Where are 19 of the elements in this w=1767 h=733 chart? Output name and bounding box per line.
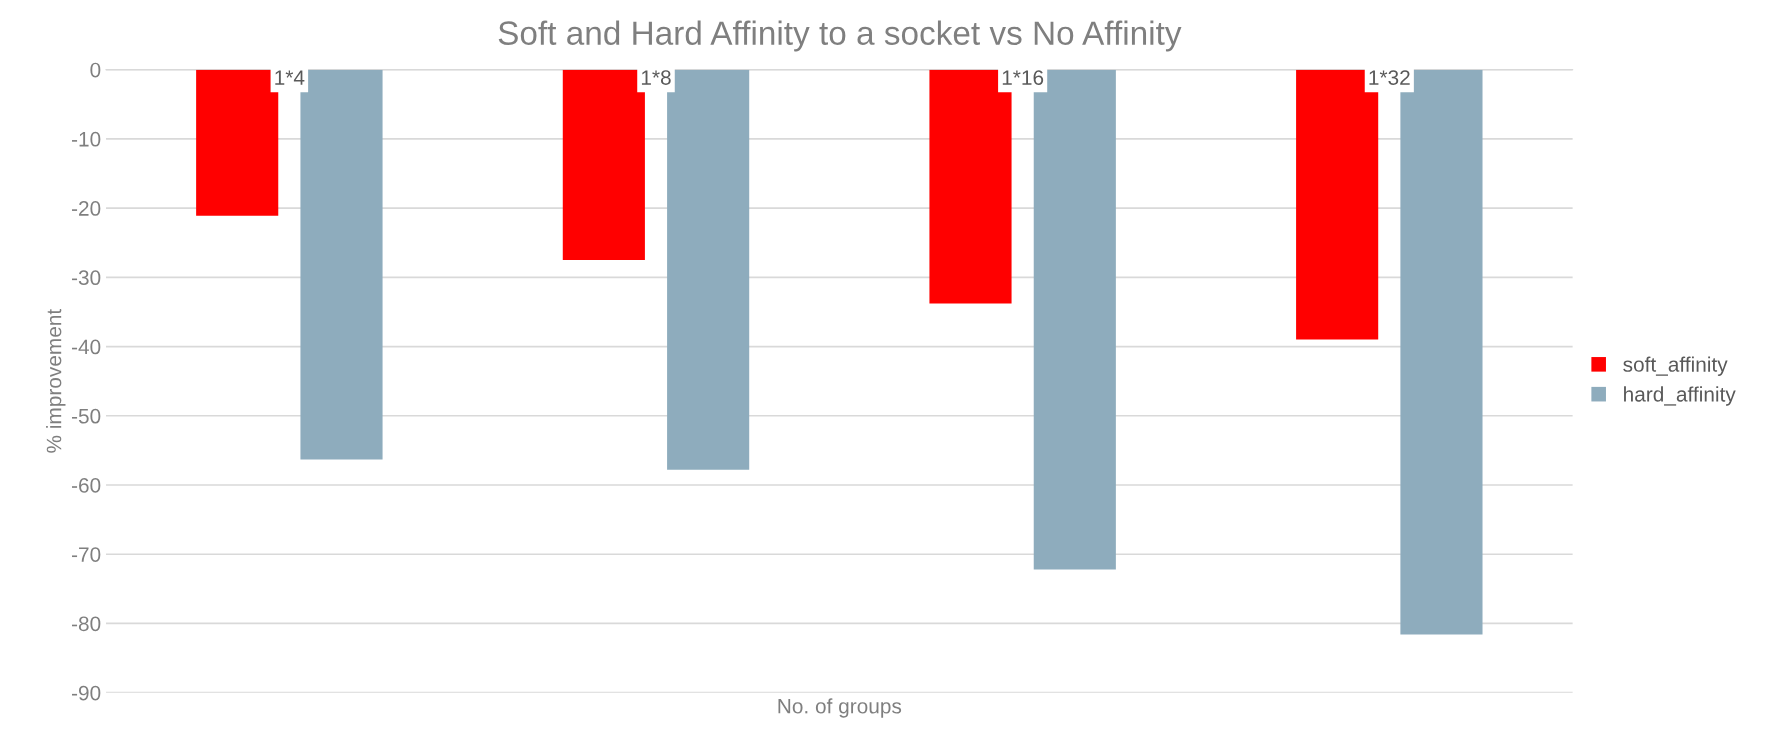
y-tick-label: -30 — [71, 270, 101, 286]
x-tick-label: 1*16 — [1002, 70, 1044, 85]
legend-label: soft_affinity — [1623, 356, 1728, 376]
x-tick-label: 1*32 — [1369, 70, 1410, 85]
y-tick-label: -70 — [71, 547, 101, 562]
chart-title: Soft and Hard Affinity to a socket vs No Affinity — [498, 20, 1182, 52]
y-tick-label: -90 — [71, 685, 101, 701]
y-tick-label: -60 — [71, 478, 101, 493]
legend-label: hard_affinity — [1624, 386, 1736, 406]
x-axis-title: No. of groups — [778, 698, 902, 718]
y-tick-label: -80 — [71, 616, 101, 632]
y-axis-title: % improvement — [46, 308, 66, 453]
y-tick-label: -50 — [71, 408, 101, 424]
x-tick-label: 1*4 — [275, 70, 305, 85]
x-tick-label: 1*8 — [641, 70, 671, 85]
y-tick-label: 0 — [90, 62, 101, 78]
y-tick-label: -20 — [71, 201, 101, 216]
y-tick-label: -10 — [71, 131, 101, 147]
y-tick-label: -40 — [71, 339, 101, 355]
